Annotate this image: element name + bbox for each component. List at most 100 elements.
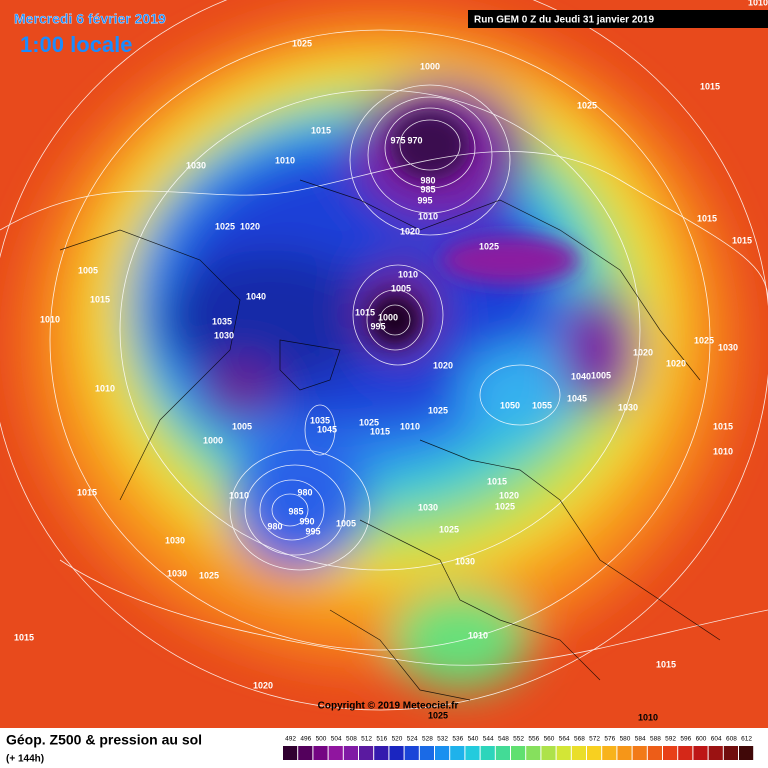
colorbar-label: 576	[604, 736, 615, 743]
colorbar-label: 588	[650, 736, 661, 743]
isobar-label: 1000	[378, 312, 398, 322]
isobar-label: 1015	[311, 125, 331, 135]
isobar-label: 1035	[310, 415, 330, 425]
colorbar-swatch	[617, 746, 632, 760]
colorbar-swatch	[739, 746, 754, 760]
isobar-label: 1025	[577, 100, 597, 110]
isobar-label: 1020	[633, 347, 653, 357]
isobar-label: 1020	[253, 680, 273, 690]
isobar-label: 1025	[428, 405, 448, 415]
isobar-label: 1030	[418, 502, 438, 512]
isobar-label: 1025	[495, 501, 515, 511]
colorbar-swatch	[374, 746, 389, 760]
isobar-label: 1025	[359, 417, 379, 427]
isobar-label: 1005	[591, 370, 611, 380]
colorbar-label: 604	[711, 736, 722, 743]
colorbar-label: 552	[513, 736, 524, 743]
colorbar-label: 596	[680, 736, 691, 743]
colorbar-label: 492	[285, 736, 296, 743]
colorbar-swatch	[313, 746, 328, 760]
colorbar-swatch	[556, 746, 571, 760]
colorbar-label: 516	[376, 736, 387, 743]
isobar-label: 1025	[694, 335, 714, 345]
isobar-label: 1005	[232, 421, 252, 431]
isobar-label: 1030	[455, 556, 475, 566]
colorbar-swatch	[708, 746, 723, 760]
colorbar-swatch	[511, 746, 526, 760]
product-title: Géop. Z500 & pression au sol	[6, 732, 202, 748]
colorbar-swatch	[693, 746, 708, 760]
colorbar-swatch	[328, 746, 343, 760]
isobar-label: 1000	[203, 435, 223, 445]
isobar-label: 975	[390, 135, 405, 145]
colorbar-swatch	[404, 746, 419, 760]
colorbar-label: 520	[392, 736, 403, 743]
isobar-label: 970	[407, 135, 422, 145]
isobar-label: 1045	[567, 393, 587, 403]
colorbar-swatch	[298, 746, 313, 760]
colorbar-label: 524	[407, 736, 418, 743]
colorbar-swatch	[541, 746, 556, 760]
colorbar-label: 612	[741, 736, 752, 743]
lead-time: (+ 144h)	[6, 754, 44, 765]
isobar-label: 1010	[638, 712, 658, 722]
isobar-label: 1015	[732, 235, 752, 245]
isobar-label: 995	[305, 526, 320, 536]
colorbar-label: 564	[559, 736, 570, 743]
isobar-label: 1030	[718, 342, 738, 352]
isobar-label: 1030	[165, 535, 185, 545]
colorbar-label: 536	[452, 736, 463, 743]
isobar-label: 1020	[666, 358, 686, 368]
coastlines	[59, 179, 721, 701]
isobar-label: 1020	[240, 221, 260, 231]
forecast-date: Mercredi 6 février 2019	[14, 11, 166, 27]
run-info: Run GEM 0 Z du Jeudi 31 janvier 2019	[474, 15, 654, 26]
isobar-label: 1005	[391, 283, 411, 293]
isobar-label: 980	[420, 175, 435, 185]
colorbar-label: 512	[361, 736, 372, 743]
colorbar: 492 496 500 504 508 512 516 520 524 528 532 536 540 5…	[283, 736, 754, 760]
isobar-label: 1025	[439, 524, 459, 534]
isobar-label: 1040	[246, 291, 266, 301]
colorbar-swatch	[632, 746, 647, 760]
colorbar-swatch	[389, 746, 404, 760]
colorbar-swatch	[450, 746, 465, 760]
colorbar-swatch	[465, 746, 480, 760]
colorbar-label: 568	[574, 736, 585, 743]
colorbar-label: 508	[346, 736, 357, 743]
isobar-label: 1025	[199, 570, 219, 580]
isobar-label: 1030	[186, 160, 206, 170]
isobar-label: 1015	[77, 487, 97, 497]
isobar-label: 985	[288, 506, 303, 516]
colorbar-swatch	[359, 746, 374, 760]
isobar-label: 1015	[697, 213, 717, 223]
colorbar-swatch	[663, 746, 678, 760]
colorbar-label: 504	[331, 736, 342, 743]
isobar-label: 990	[299, 516, 314, 526]
isobar-label: 1045	[317, 424, 337, 434]
colorbar-swatch	[571, 746, 586, 760]
colorbar-label: 572	[589, 736, 600, 743]
isobar-label: 1010	[95, 383, 115, 393]
isobar-labels: 1025 1000 1015 1025 1015 975 970 1010 1030 980 985…	[14, 0, 768, 722]
run-banner	[468, 10, 768, 28]
copyright: Copyright © 2019 Meteociel.fr	[318, 701, 459, 712]
isobar-label: 995	[417, 195, 432, 205]
isobar-label: 995	[370, 321, 385, 331]
isobar-label: 980	[267, 521, 282, 531]
isobar-label: 1000	[420, 61, 440, 71]
isobar-label: 1005	[336, 518, 356, 528]
colorbar-swatch	[526, 746, 541, 760]
isobar-label: 1015	[656, 659, 676, 669]
isobar-label: 1010	[713, 446, 733, 456]
isobar-label: 1040	[571, 371, 591, 381]
isobar-label: 1020	[400, 226, 420, 236]
colorbar-swatch	[435, 746, 450, 760]
colorbar-swatch	[647, 746, 662, 760]
isobar-label: 1025	[292, 38, 312, 48]
isobar-label: 1030	[167, 568, 187, 578]
colorbar-swatch	[587, 746, 602, 760]
colorbar-swatch	[343, 746, 358, 760]
isobar-label: 1010	[468, 630, 488, 640]
